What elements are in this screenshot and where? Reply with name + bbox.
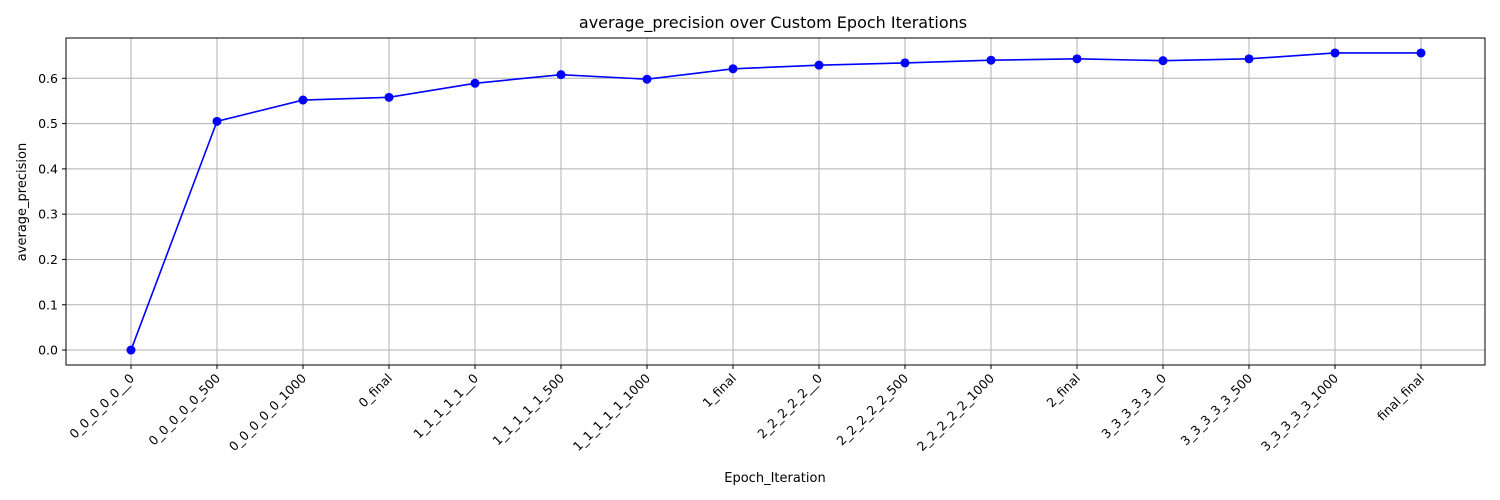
chart-title: average_precision over Custom Epoch Iter… [579,13,967,33]
x-tick-label: 3_3_3_3_3_500 [1177,370,1255,448]
x-tick-label: 2_2_2_2_2_1000 [914,370,997,453]
data-point [298,95,308,105]
y-tick-label: 0.0 [38,343,58,358]
x-tick-label: 1_final [699,371,739,411]
data-point [1072,54,1082,64]
x-tick-label: 0_0_0_0_0__0 [66,370,137,441]
data-point [986,55,996,65]
x-tick-label: 1_1_1_1_1_500 [489,370,567,448]
y-tick-label: 0.5 [38,116,58,131]
y-tick-label: 0.1 [38,297,58,312]
y-tick-label: 0.2 [38,252,58,267]
data-point [1330,48,1340,58]
series-average-precision [126,48,1426,355]
x-tick-label: 2_2_2_2_2_500 [833,370,911,448]
series-line [130,52,1421,351]
x-tick-label: 0_0_0_0_0_1000 [226,370,309,453]
x-tick-label: 2_final [1043,371,1083,411]
x-axis-ticks: 0_0_0_0_0__0 0_0_0_0_0_500 0_0_0_0_0_1000 0… [66,365,1427,454]
y-axis-ticks: 0.0 0.1 0.2 0.3 0.4 0.5 0.6 [38,71,66,358]
data-point [384,92,394,102]
x-tick-label: 3_3_3_3_3_1000 [1258,370,1341,453]
data-point [1158,56,1168,66]
data-point [1416,48,1426,58]
data-point [470,78,480,88]
data-point [642,74,652,84]
x-axis-label: Epoch_Iteration [724,471,825,486]
data-point [728,64,738,74]
data-point [900,58,910,68]
data-point [1244,54,1254,64]
x-tick-label: 3_3_3_3_3__0 [1098,370,1169,441]
x-tick-label: final_final [1374,371,1427,424]
plot-area-frame [65,37,1486,366]
data-point [556,70,566,80]
y-tick-label: 0.6 [38,71,58,86]
data-point [126,345,136,355]
x-tick-label: 1_1_1_1_1__0 [410,370,481,441]
y-axis-label: average_precision [15,143,30,261]
x-tick-label: 0_final [355,371,395,411]
y-tick-label: 0.3 [38,207,58,222]
grid-lines [66,38,1485,365]
y-tick-label: 0.4 [38,161,58,176]
x-tick-label: 2_2_2_2_2__0 [754,370,825,441]
data-point [212,116,222,126]
x-tick-label: 0_0_0_0_0_500 [145,370,223,448]
data-point [814,60,824,70]
x-tick-label: 1_1_1_1_1_1000 [570,370,653,453]
